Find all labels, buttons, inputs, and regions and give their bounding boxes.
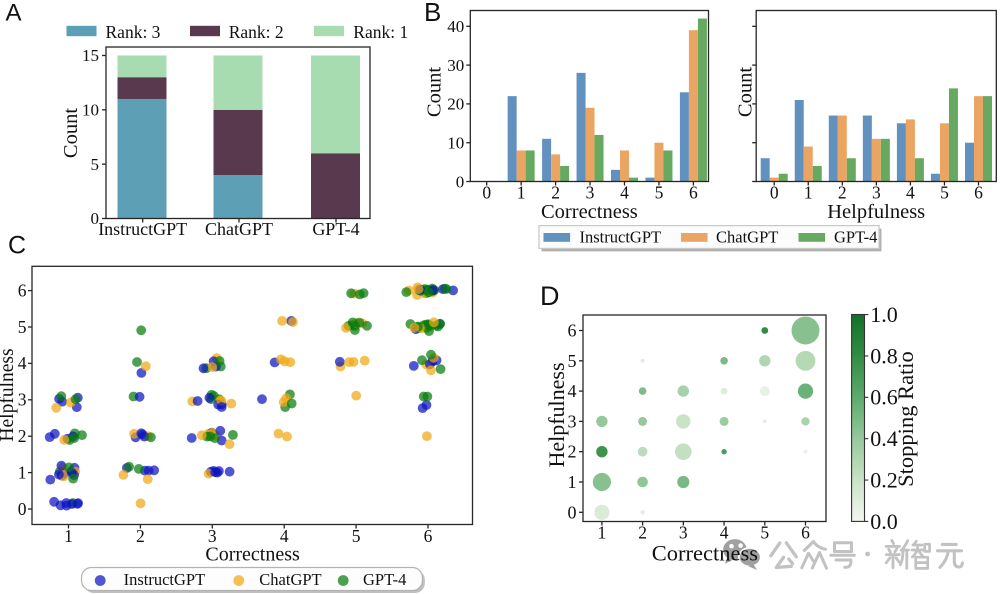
svg-text:3: 3 bbox=[679, 523, 688, 543]
svg-text:2: 2 bbox=[838, 182, 847, 202]
svg-text:ChatGPT: ChatGPT bbox=[716, 228, 778, 247]
svg-text:6: 6 bbox=[974, 182, 983, 202]
svg-text:Correctness: Correctness bbox=[541, 201, 638, 223]
svg-text:2: 2 bbox=[568, 442, 577, 462]
svg-text:0: 0 bbox=[18, 499, 27, 519]
svg-text:3: 3 bbox=[208, 526, 217, 546]
svg-text:D: D bbox=[540, 281, 560, 311]
svg-text:0: 0 bbox=[482, 182, 491, 202]
svg-text:6: 6 bbox=[689, 182, 698, 202]
svg-text:0: 0 bbox=[568, 502, 577, 522]
svg-text:Count: Count bbox=[734, 67, 756, 117]
svg-text:1: 1 bbox=[18, 462, 27, 482]
svg-text:3: 3 bbox=[586, 182, 595, 202]
svg-text:5: 5 bbox=[352, 526, 361, 546]
svg-text:Count: Count bbox=[60, 108, 82, 158]
svg-text:0.4: 0.4 bbox=[870, 426, 898, 451]
svg-text:6: 6 bbox=[568, 321, 577, 341]
svg-text:1: 1 bbox=[64, 526, 73, 546]
svg-text:Correctness: Correctness bbox=[652, 541, 758, 566]
svg-text:1: 1 bbox=[568, 472, 577, 492]
svg-text:GPT-4: GPT-4 bbox=[834, 228, 877, 247]
svg-text:2: 2 bbox=[638, 523, 647, 543]
svg-text:1: 1 bbox=[517, 182, 526, 202]
svg-text:2: 2 bbox=[551, 182, 560, 202]
svg-text:4: 4 bbox=[620, 182, 629, 202]
svg-text:6: 6 bbox=[18, 280, 27, 300]
svg-text:InstructGPT: InstructGPT bbox=[98, 219, 187, 239]
svg-text:Correctness: Correctness bbox=[205, 544, 300, 566]
svg-text:B: B bbox=[424, 0, 441, 27]
svg-text:0.0: 0.0 bbox=[870, 509, 898, 534]
svg-text:5: 5 bbox=[91, 155, 100, 174]
svg-text:ChatGPT: ChatGPT bbox=[259, 570, 321, 589]
svg-text:0.6: 0.6 bbox=[870, 385, 898, 410]
svg-text:Rank: 3: Rank: 3 bbox=[106, 22, 161, 42]
svg-text:Helpfulness: Helpfulness bbox=[827, 201, 925, 223]
svg-text:Helpfulness: Helpfulness bbox=[544, 362, 569, 467]
svg-text:ChatGPT: ChatGPT bbox=[205, 219, 273, 239]
svg-text:5: 5 bbox=[18, 317, 27, 337]
svg-text:10: 10 bbox=[447, 134, 464, 153]
svg-text:0: 0 bbox=[770, 182, 779, 202]
svg-text:Rank: 2: Rank: 2 bbox=[229, 22, 284, 42]
svg-text:4: 4 bbox=[720, 523, 729, 543]
svg-text:GPT-4: GPT-4 bbox=[363, 570, 406, 589]
svg-text:3: 3 bbox=[568, 411, 577, 431]
svg-text:A: A bbox=[6, 0, 22, 27]
svg-text:0: 0 bbox=[91, 209, 100, 228]
svg-text:30: 30 bbox=[447, 56, 464, 75]
svg-text:5: 5 bbox=[655, 182, 664, 202]
svg-text:4: 4 bbox=[568, 381, 577, 401]
svg-text:2: 2 bbox=[136, 526, 145, 546]
svg-text:InstructGPT: InstructGPT bbox=[124, 570, 206, 589]
svg-text:GPT-4: GPT-4 bbox=[312, 219, 359, 239]
svg-text:0.8: 0.8 bbox=[870, 343, 898, 368]
svg-text:4: 4 bbox=[280, 526, 289, 546]
svg-text:0.2: 0.2 bbox=[870, 467, 898, 492]
svg-text:3: 3 bbox=[18, 390, 27, 410]
svg-text:1: 1 bbox=[598, 523, 607, 543]
svg-text:InstructGPT: InstructGPT bbox=[580, 228, 662, 247]
svg-text:Count: Count bbox=[424, 67, 446, 117]
svg-text:3: 3 bbox=[872, 182, 881, 202]
svg-text:C: C bbox=[8, 232, 26, 260]
svg-text:20: 20 bbox=[447, 95, 464, 114]
svg-text:2: 2 bbox=[18, 426, 27, 446]
svg-text:5: 5 bbox=[760, 523, 769, 543]
svg-text:6: 6 bbox=[424, 526, 433, 546]
svg-text:0: 0 bbox=[456, 172, 465, 191]
svg-text:4: 4 bbox=[18, 353, 27, 373]
svg-text:1: 1 bbox=[804, 182, 813, 202]
svg-text:Rank: 1: Rank: 1 bbox=[353, 22, 408, 42]
svg-text:Stopping Ratio: Stopping Ratio bbox=[893, 351, 918, 487]
svg-text:4: 4 bbox=[906, 182, 915, 202]
svg-text:5: 5 bbox=[940, 182, 949, 202]
svg-text:6: 6 bbox=[801, 523, 810, 543]
svg-text:5: 5 bbox=[568, 351, 577, 371]
svg-text:1.0: 1.0 bbox=[870, 302, 898, 327]
svg-text:10: 10 bbox=[82, 100, 99, 119]
svg-text:Helpfulness: Helpfulness bbox=[0, 348, 18, 441]
svg-text:15: 15 bbox=[82, 46, 99, 65]
svg-text:40: 40 bbox=[447, 17, 464, 36]
